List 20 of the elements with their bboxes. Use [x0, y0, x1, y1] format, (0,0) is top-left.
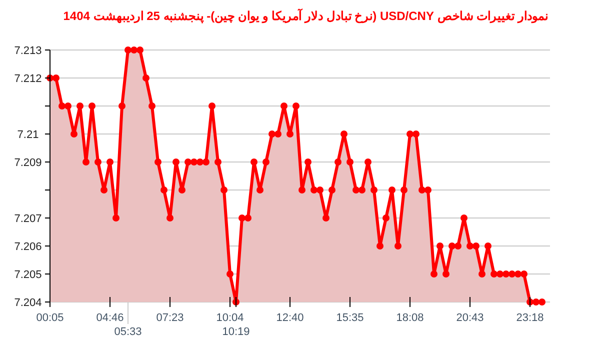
x-tick-label: 10:04	[216, 312, 244, 324]
y-tick-label: 7.212	[14, 72, 42, 85]
x-tick-label: 10:19	[222, 326, 250, 338]
y-tick-label: 7.213	[14, 44, 42, 57]
y-tick-label: 7.21	[17, 128, 39, 141]
x-tick-label: 12:40	[276, 312, 304, 324]
chart-title: نمودار تغییرات شاخص USD/CNY (نرخ تبادل دلار آمریکا و یوان چین)- پنجشنبه 25 اردیبهشت 1404	[63, 7, 548, 24]
x-tick-label: 05:33	[114, 326, 142, 338]
y-tick-label: 7.209	[14, 156, 42, 169]
y-tick-label: 7.204	[14, 296, 42, 309]
x-tick-label: 07:23	[156, 312, 184, 324]
y-tick-label: 7.205	[14, 268, 42, 281]
x-tick-label: 18:08	[396, 312, 424, 324]
y-tick-label: 7.207	[14, 212, 42, 225]
x-tick-label: 20:43	[456, 312, 484, 324]
x-tick-label: 23:18	[516, 312, 544, 324]
x-tick-label: 15:35	[336, 312, 364, 324]
y-tick-label: 7.206	[14, 240, 42, 253]
x-tick-label: 00:05	[36, 312, 64, 324]
x-tick-label: 04:46	[96, 312, 124, 324]
